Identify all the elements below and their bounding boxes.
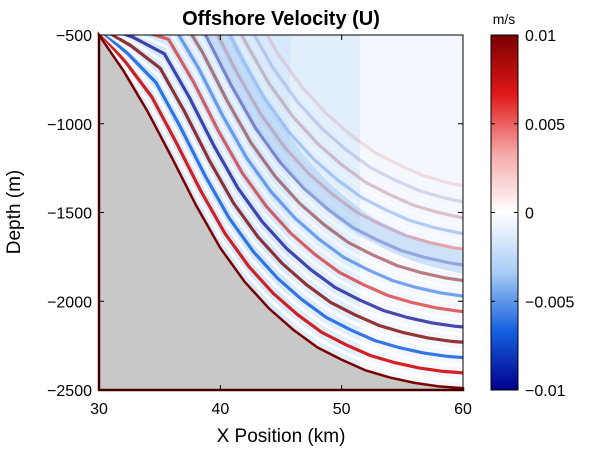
velocity-band	[99, 35, 463, 383]
velocity-band	[215, 35, 463, 251]
colorbar: m/s −0.01 −0.005 0 0.005 0.01	[490, 11, 574, 400]
y-tick-label: −1500	[47, 206, 92, 223]
x-tick-label: 60	[454, 401, 472, 418]
velocity-band	[258, 35, 463, 196]
colorbar-tick-label: −0.005	[525, 294, 574, 311]
colorbar-tick-label: 0	[525, 206, 534, 223]
velocity-band	[149, 35, 463, 314]
velocity-band	[246, 35, 463, 212]
velocity-band	[209, 35, 463, 259]
y-axis-label: Depth (m)	[4, 170, 25, 254]
velocity-band	[176, 35, 463, 298]
velocity-band	[109, 35, 463, 344]
velocity-band	[114, 35, 463, 337]
velocity-band	[103, 35, 463, 360]
ocean-near-zero-zone	[360, 35, 463, 390]
land-mask	[97, 30, 465, 392]
y-tick-label: −1000	[47, 117, 92, 134]
x-tick-label: 50	[333, 401, 351, 418]
y-tick-label: −500	[56, 28, 92, 45]
velocity-band	[190, 35, 463, 283]
x-tick-label: 40	[211, 401, 229, 418]
velocity-band	[252, 35, 463, 204]
y-tick-label: −2500	[47, 383, 92, 400]
velocity-band	[203, 35, 463, 267]
colorbar-tick-label: 0.01	[525, 28, 556, 45]
colorbar-tick-label: 0.005	[525, 117, 565, 134]
velocity-band	[239, 35, 463, 220]
velocity-band	[134, 35, 463, 321]
plot-area	[97, 30, 465, 392]
x-axis-label: X Position (km)	[217, 426, 346, 447]
velocity-band	[99, 35, 463, 375]
velocity-plume	[208, 35, 463, 274]
velocity-band	[233, 35, 463, 228]
y-axis: −2500 −2000 −1500 −1000 −500	[47, 28, 463, 400]
chart-title: Offshore Velocity (U)	[182, 8, 380, 30]
velocity-band	[101, 35, 463, 367]
velocity-band	[221, 35, 463, 243]
y-tick-label: −2000	[47, 294, 92, 311]
velocity-band	[183, 35, 463, 290]
velocity-band	[122, 35, 463, 329]
x-axis: 30 40 50 60	[90, 35, 472, 418]
velocity-band	[170, 35, 463, 306]
velocity-band	[265, 35, 463, 188]
colorbar-tick-label: −0.01	[525, 383, 566, 400]
velocity-bands	[99, 35, 463, 383]
x-tick-label: 30	[90, 401, 108, 418]
colorbar-gradient	[490, 34, 519, 391]
colorbar-unit: m/s	[493, 11, 516, 27]
velocity-band	[196, 35, 463, 275]
velocity-band	[105, 35, 463, 352]
velocity-band	[227, 35, 463, 236]
